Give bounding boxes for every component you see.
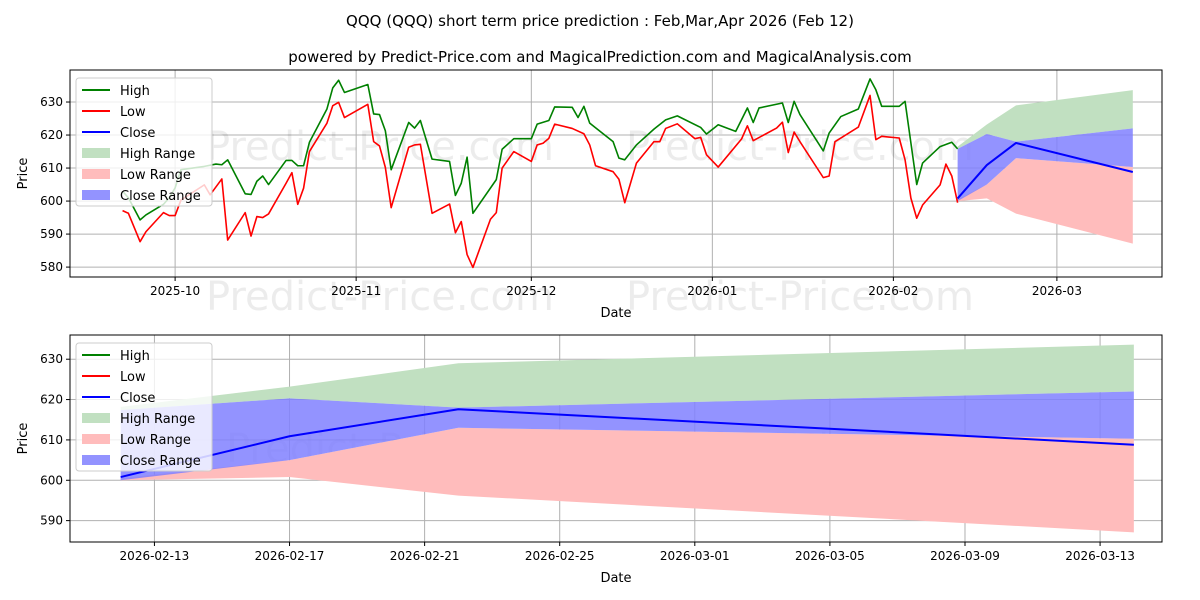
legend-swatch-patch bbox=[82, 434, 110, 444]
range-band-high-range bbox=[957, 90, 1133, 149]
x-tick-label: 2026-02 bbox=[868, 284, 918, 298]
x-tick-label: 2026-02-13 bbox=[120, 549, 190, 563]
series-line-low bbox=[122, 94, 959, 269]
y-tick-label: 620 bbox=[40, 393, 63, 407]
legend-label: Close Range bbox=[120, 189, 201, 204]
x-tick-label: 2025-12 bbox=[506, 284, 556, 298]
y-tick-label: 590 bbox=[40, 514, 63, 528]
x-tick-label: 2026-03-05 bbox=[795, 549, 865, 563]
x-tick-label: 2026-03-09 bbox=[930, 549, 1000, 563]
range-band-low-range bbox=[120, 427, 1134, 533]
y-tick-label: 590 bbox=[40, 227, 63, 241]
x-tick-label: 2025-10 bbox=[150, 284, 200, 298]
y-tick-label: 600 bbox=[40, 473, 63, 487]
legend-label: Low bbox=[120, 370, 146, 385]
plot-frame bbox=[69, 69, 1163, 278]
y-axis-label: Price bbox=[16, 423, 31, 455]
figure-title: QQQ (QQQ) short term price prediction : … bbox=[346, 12, 854, 30]
legend-swatch-patch bbox=[82, 148, 110, 158]
watermark: Predict-Price.com bbox=[626, 124, 974, 170]
plot-frame bbox=[69, 334, 1163, 543]
x-tick-label: 2026-02-21 bbox=[390, 549, 460, 563]
legend-label: High Range bbox=[120, 147, 195, 162]
legend-label: High bbox=[120, 349, 150, 364]
legend-label: Close bbox=[120, 126, 155, 141]
range-band-high-range bbox=[120, 344, 1134, 411]
y-tick-label: 630 bbox=[40, 95, 63, 109]
legend-label: High Range bbox=[120, 412, 195, 427]
legend-swatch-patch bbox=[82, 413, 110, 423]
x-tick-label: 2026-01 bbox=[687, 284, 737, 298]
legend-swatch-patch bbox=[82, 190, 110, 200]
x-tick-label: 2026-03-13 bbox=[1065, 549, 1135, 563]
legend-label: Low Range bbox=[120, 433, 191, 448]
legend-label: Low bbox=[120, 105, 146, 120]
y-tick-label: 610 bbox=[40, 161, 63, 175]
legend-label: Close Range bbox=[120, 454, 201, 469]
series-line-close bbox=[956, 141, 1134, 200]
y-tick-label: 620 bbox=[40, 128, 63, 142]
figure-subtitle: powered by Predict-Price.com and Magical… bbox=[288, 48, 912, 66]
watermark: Predict-Price.com bbox=[626, 274, 974, 320]
y-tick-label: 600 bbox=[40, 194, 63, 208]
series-line-high bbox=[121, 78, 959, 221]
range-band-close-range bbox=[120, 391, 1134, 481]
y-axis-label: Price bbox=[16, 158, 31, 190]
x-axis-label: Date bbox=[600, 571, 631, 586]
legend-swatch-patch bbox=[82, 455, 110, 465]
y-tick-label: 630 bbox=[40, 352, 63, 366]
x-axis-label: Date bbox=[600, 306, 631, 321]
y-tick-label: 610 bbox=[40, 433, 63, 447]
x-tick-label: 2025-11 bbox=[331, 284, 381, 298]
legend-label: High bbox=[120, 84, 150, 99]
x-tick-label: 2026-02-25 bbox=[525, 549, 595, 563]
legend-label: Low Range bbox=[120, 168, 191, 183]
range-band-close-range bbox=[957, 128, 1133, 202]
legend: High Low Close High Range Low Range Close Ran… bbox=[75, 77, 213, 207]
y-tick-label: 580 bbox=[40, 260, 63, 274]
x-tick-label: 2026-03-01 bbox=[660, 549, 730, 563]
range-band-low-range bbox=[957, 158, 1133, 244]
x-tick-label: 2026-02-17 bbox=[255, 549, 325, 563]
history-chart: 580 590 600 610 620 630 2025-10 2025-11 2025-12 2… bbox=[16, 69, 1163, 321]
watermark: Predict-Price.com bbox=[206, 274, 554, 320]
legend-label: Close bbox=[120, 391, 155, 406]
legend: High Low Close High Range Low Range Close Ran… bbox=[75, 342, 213, 472]
forecast-chart: 590 600 610 620 630 2026-02-13 2026-02-17 2026-… bbox=[16, 334, 1163, 586]
legend-swatch-patch bbox=[82, 169, 110, 179]
x-tick-label: 2026-03 bbox=[1032, 284, 1082, 298]
